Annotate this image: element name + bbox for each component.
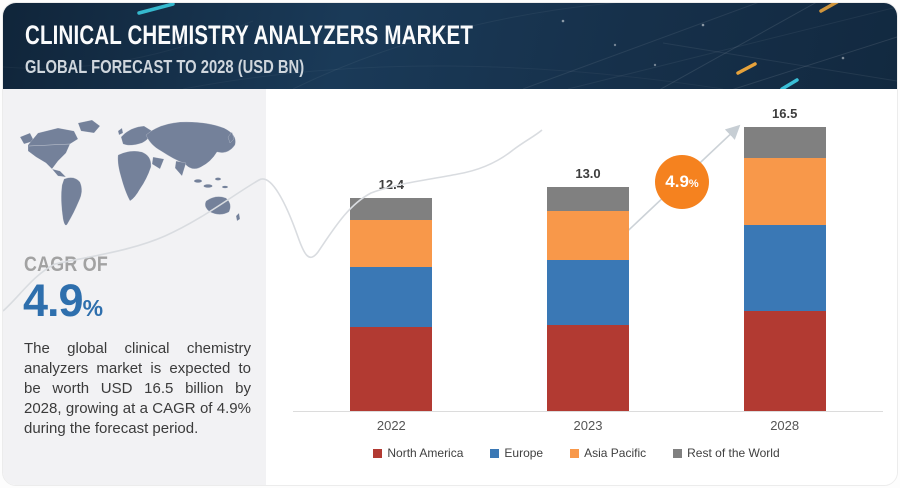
bar-segment-asia-pacific bbox=[350, 220, 433, 267]
header-banner: CLINICAL CHEMISTRY ANALYZERS MARKET GLOB… bbox=[3, 3, 897, 89]
world-map bbox=[19, 119, 241, 226]
x-axis-label-2022: 2022 bbox=[376, 418, 406, 433]
bar-segment-rest-of-the-world bbox=[350, 197, 433, 221]
bar-total-label: 16.5 bbox=[772, 106, 798, 122]
legend-item-asia-pacific: Asia Pacific bbox=[570, 446, 646, 460]
bar-segment-europe bbox=[547, 259, 629, 325]
x-axis-label-2023: 2023 bbox=[573, 418, 603, 433]
cagr-badge-percent-sign: % bbox=[688, 177, 699, 190]
bar-total-label: 13.0 bbox=[575, 166, 601, 182]
legend-label: Rest of the World bbox=[687, 446, 780, 460]
cagr-value: 4.9 bbox=[23, 275, 84, 326]
bar-segment-europe bbox=[743, 225, 826, 312]
bar-segment-north-america bbox=[350, 326, 433, 411]
legend-swatch bbox=[570, 448, 580, 458]
bar-segment-rest-of-the-world bbox=[743, 127, 826, 159]
cagr-badge: 4.9% bbox=[655, 155, 709, 209]
legend-item-rest-of-the-world: Rest of the World bbox=[673, 446, 780, 460]
page-title: CLINICAL CHEMISTRY ANALYZERS MARKET bbox=[25, 20, 474, 50]
legend-item-europe: Europe bbox=[490, 446, 543, 460]
bar-segment-rest-of-the-world bbox=[547, 187, 629, 212]
bar-segment-north-america bbox=[743, 311, 826, 411]
legend-label: Europe bbox=[504, 446, 544, 460]
x-axis-labels: 2022 2023 2028 bbox=[293, 418, 883, 436]
chart-panel: 12.4 13.0 16.5 2022 2023 2028 North America E… bbox=[266, 89, 897, 485]
market-summary-text: The global clinical chemistry analyzers … bbox=[24, 340, 251, 437]
bar-segment-asia-pacific bbox=[743, 158, 826, 226]
legend-swatch bbox=[373, 448, 383, 458]
cagr-figure: 4.9% bbox=[23, 275, 103, 327]
bar-2023 bbox=[547, 187, 629, 411]
legend-swatch bbox=[490, 448, 500, 458]
plot-area: 12.4 13.0 16.5 bbox=[293, 89, 883, 412]
chart-legend: North America Europe Asia Pacific Rest of t… bbox=[266, 446, 887, 460]
bar-segment-europe bbox=[350, 266, 433, 327]
x-axis-label-2028: 2028 bbox=[770, 418, 800, 433]
summary-sidebar: CAGR OF 4.9% The global clinical chemist… bbox=[3, 89, 266, 485]
legend-label: North America bbox=[387, 446, 464, 460]
page-subtitle: GLOBAL FORECAST TO 2028 (USD BN) bbox=[25, 57, 305, 77]
bar-segment-asia-pacific bbox=[547, 211, 629, 260]
legend-swatch bbox=[673, 448, 683, 458]
cagr-label: CAGR OF bbox=[24, 253, 109, 276]
legend-label: Asia Pacific bbox=[584, 446, 647, 460]
bar-2022 bbox=[350, 197, 433, 411]
legend-item-north-america: North America bbox=[373, 446, 463, 460]
header-network-decoration bbox=[3, 3, 897, 89]
bar-2028 bbox=[743, 127, 826, 411]
bar-total-label: 12.4 bbox=[378, 176, 404, 192]
cagr-badge-value: 4.9 bbox=[665, 172, 689, 191]
bar-segment-north-america bbox=[547, 325, 629, 411]
cagr-percent-sign: % bbox=[82, 295, 104, 321]
